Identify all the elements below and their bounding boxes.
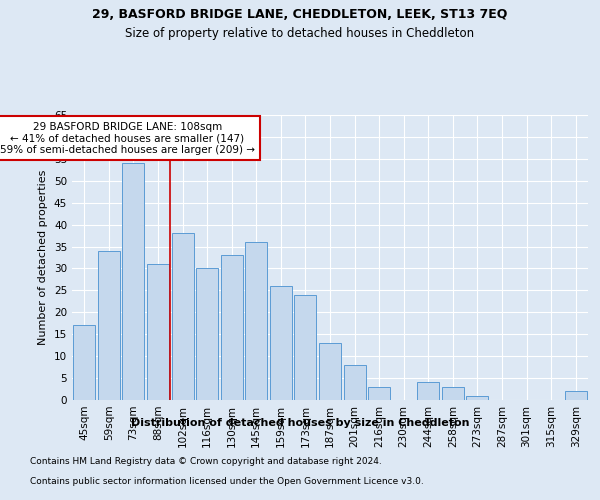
- Bar: [565, 391, 587, 400]
- Bar: [319, 343, 341, 400]
- Bar: [442, 387, 464, 400]
- Bar: [245, 242, 268, 400]
- Bar: [196, 268, 218, 400]
- Bar: [368, 387, 390, 400]
- Bar: [344, 365, 365, 400]
- Bar: [221, 256, 243, 400]
- Bar: [466, 396, 488, 400]
- Bar: [73, 326, 95, 400]
- Text: Contains HM Land Registry data © Crown copyright and database right 2024.: Contains HM Land Registry data © Crown c…: [30, 458, 382, 466]
- Bar: [417, 382, 439, 400]
- Bar: [147, 264, 169, 400]
- Text: Size of property relative to detached houses in Cheddleton: Size of property relative to detached ho…: [125, 28, 475, 40]
- Bar: [122, 163, 145, 400]
- Text: Distribution of detached houses by size in Cheddleton: Distribution of detached houses by size …: [131, 418, 469, 428]
- Text: Contains public sector information licensed under the Open Government Licence v3: Contains public sector information licen…: [30, 478, 424, 486]
- Bar: [270, 286, 292, 400]
- Bar: [295, 295, 316, 400]
- Y-axis label: Number of detached properties: Number of detached properties: [38, 170, 49, 345]
- Bar: [172, 234, 194, 400]
- Bar: [98, 251, 120, 400]
- Text: 29, BASFORD BRIDGE LANE, CHEDDLETON, LEEK, ST13 7EQ: 29, BASFORD BRIDGE LANE, CHEDDLETON, LEE…: [92, 8, 508, 20]
- Text: 29 BASFORD BRIDGE LANE: 108sqm
← 41% of detached houses are smaller (147)
59% of: 29 BASFORD BRIDGE LANE: 108sqm ← 41% of …: [0, 122, 255, 155]
